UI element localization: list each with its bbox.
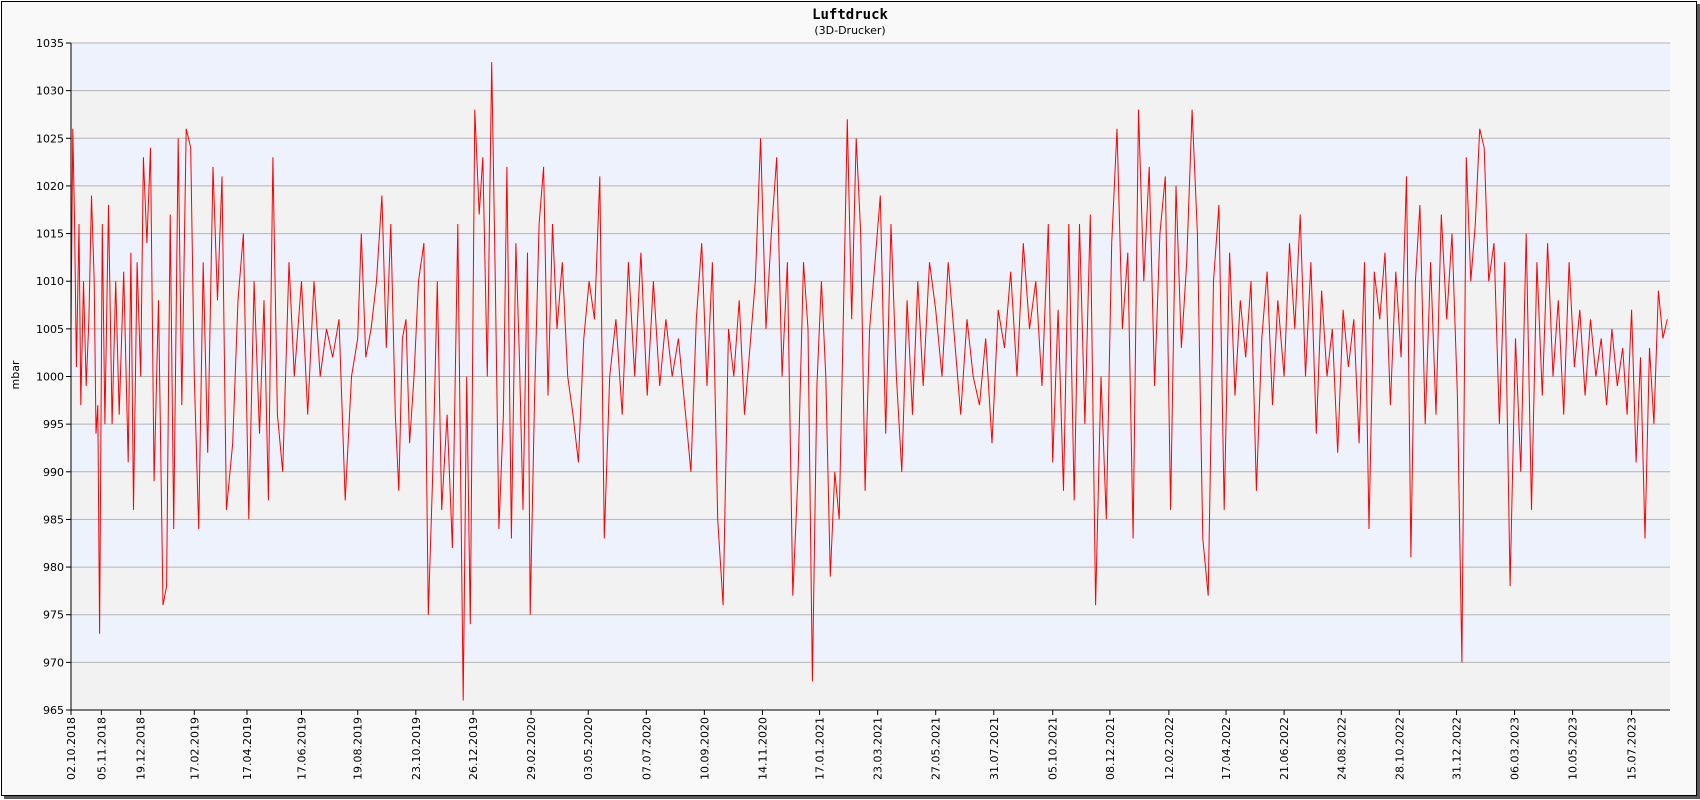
chart-title: Luftdruck	[812, 7, 888, 23]
y-tick-label: 1030	[36, 85, 64, 98]
axes	[66, 42, 1670, 715]
frame-shadow-right	[1697, 4, 1700, 798]
plot-band	[71, 662, 1670, 710]
x-tick-label: 17.04.2022	[1220, 717, 1233, 780]
x-tick-label: 06.03.2023	[1509, 717, 1522, 780]
x-tick-label: 08.12.2021	[1104, 717, 1117, 780]
x-tick-label: 17.02.2019	[188, 717, 201, 780]
plot-band	[71, 614, 1670, 663]
frame-shadow-bottom	[4, 796, 1700, 799]
plot-band	[71, 43, 1670, 91]
x-tick-label: 17.04.2019	[241, 717, 254, 780]
x-tick-label: 19.08.2019	[352, 717, 365, 780]
plot-band	[71, 185, 1670, 234]
y-tick-label: 1000	[36, 371, 64, 384]
y-tick-label: 1010	[36, 275, 64, 288]
pressure-line	[70, 62, 1668, 701]
x-tick-label: 28.10.2022	[1393, 717, 1406, 780]
plot-band	[71, 567, 1670, 615]
x-tick-label: 17.06.2019	[295, 717, 308, 780]
x-tick-label: 03.05.2020	[582, 717, 595, 780]
plot-band	[71, 138, 1670, 186]
y-tick-label: 965	[43, 704, 64, 717]
y-tick-label: 990	[43, 466, 64, 479]
y-tick-label: 1020	[36, 180, 64, 193]
chart-subtitle: (3D-Drucker)	[814, 24, 885, 37]
plot-band	[71, 328, 1670, 377]
plot-band	[71, 90, 1670, 139]
x-tick-labels: 02.10.2018 05.11.2018 19.12.2018 17.02.2019…	[65, 717, 1639, 780]
x-tick-label: 02.10.2018	[65, 717, 78, 780]
x-tick-label: 26.12.2019	[467, 717, 480, 780]
x-tick-label: 15.07.2023	[1626, 717, 1639, 780]
plot-band	[71, 376, 1670, 425]
x-tick-label: 24.08.2022	[1335, 717, 1348, 780]
y-tick-label: 980	[43, 561, 64, 574]
x-tick-label: 23.03.2021	[872, 717, 885, 780]
x-tick-label: 31.07.2021	[988, 717, 1001, 780]
plot-band	[71, 424, 1670, 472]
x-tick-label: 19.12.2018	[135, 717, 148, 780]
x-tick-label: 31.12.2022	[1451, 717, 1464, 780]
x-tick-label: 17.01.2021	[814, 717, 827, 780]
x-tick-label: 23.10.2019	[410, 717, 423, 780]
y-tick-label: 1035	[36, 37, 64, 50]
x-tick-label: 14.11.2020	[756, 717, 769, 780]
x-tick-label: 12.02.2022	[1163, 717, 1176, 780]
x-tick-label: 27.05.2021	[930, 717, 943, 780]
x-tick-label: 21.06.2022	[1278, 717, 1291, 780]
y-tick-label: 995	[43, 418, 64, 431]
series-layer	[70, 62, 1668, 701]
plot-background-bands	[71, 43, 1670, 710]
plot-band	[71, 519, 1670, 568]
x-tick-label: 05.11.2018	[95, 717, 108, 780]
y-tick-label: 1025	[36, 132, 64, 145]
y-axis-label: mbar	[9, 360, 22, 389]
y-tick-label: 1005	[36, 323, 64, 336]
x-tick-label: 10.09.2020	[698, 717, 711, 780]
y-tick-label: 1015	[36, 228, 64, 241]
y-tick-label: 970	[43, 656, 64, 669]
y-tick-labels: 965 970 975 980 985 990 995 1000 1005 1010 1015 102…	[36, 37, 64, 717]
x-tick-label: 07.07.2020	[640, 717, 653, 780]
plot-band	[71, 471, 1670, 520]
x-tick-label: 10.05.2023	[1567, 717, 1580, 780]
x-tick-label: 05.10.2021	[1047, 717, 1060, 780]
x-tick-label: 29.02.2020	[525, 717, 538, 780]
y-tick-label: 985	[43, 513, 64, 526]
y-tick-label: 975	[43, 609, 64, 622]
